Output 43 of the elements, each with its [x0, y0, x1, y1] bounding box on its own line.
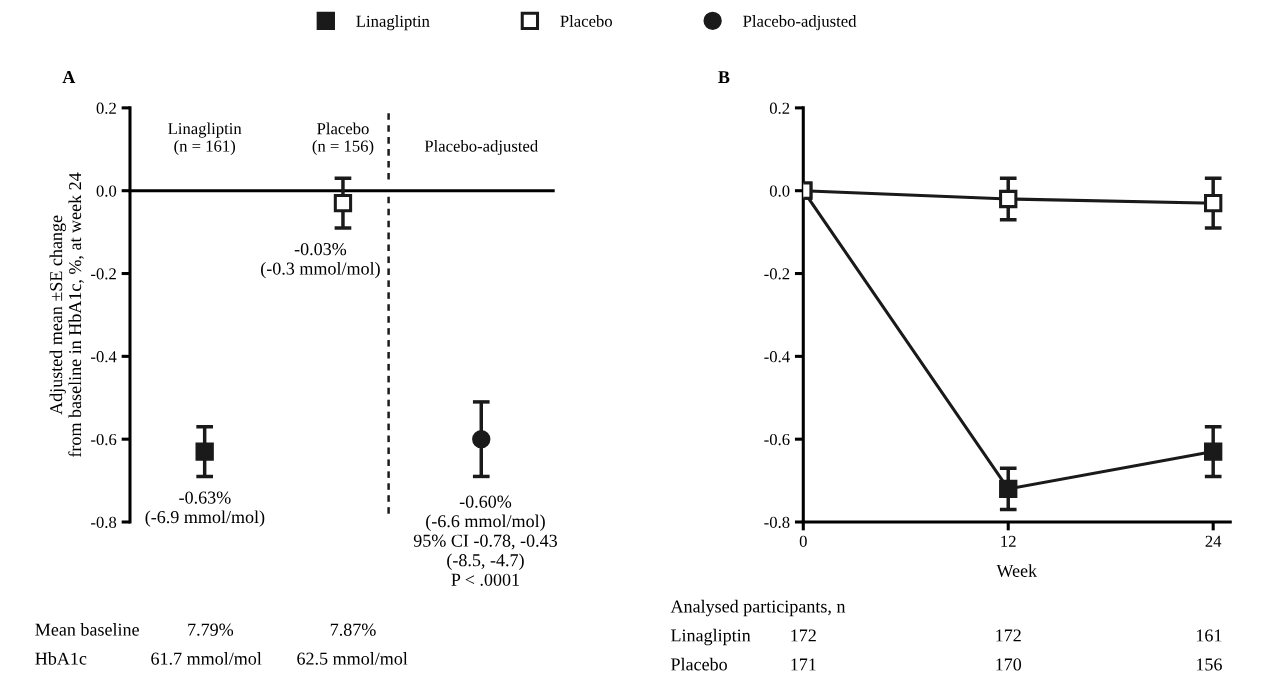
- text: Placebo: [671, 657, 727, 671]
- y-tick-label: -0.4: [764, 351, 790, 363]
- text: 62.5 mmol/mol: [297, 652, 408, 665]
- text: 7.87%: [330, 623, 376, 636]
- text: 61.7 mmol/mol: [151, 652, 262, 665]
- y-tick-label: 0.2: [96, 102, 116, 114]
- x-tick-label: Placebo (n = 156): [312, 122, 374, 156]
- y-tick-label: 0.0: [769, 185, 790, 197]
- y-tick-label: -0.4: [91, 351, 117, 363]
- x-axis-title: Week: [996, 564, 1038, 577]
- text: 172: [996, 629, 1021, 642]
- legend-label: Placebo-adjusted: [743, 15, 857, 31]
- y-tick-label: -0.2: [91, 268, 116, 280]
- y-tick-label: 0.0: [96, 185, 117, 197]
- x-tick-label: Placebo-adjusted: [424, 139, 538, 156]
- text: Analysed participants, n: [670, 599, 846, 617]
- x-tick-label: 0: [799, 535, 807, 547]
- y-tick-label: -0.2: [764, 268, 790, 280]
- annotation: -0.03% (-0.3 mmol/mol): [261, 242, 380, 279]
- text: 156: [1196, 658, 1222, 671]
- x-tick-label: Linagliptin (n = 161): [168, 122, 242, 156]
- text: HbA1c: [35, 652, 87, 665]
- y-tick-label: -0.6: [764, 433, 790, 446]
- x-tick-label: 12: [1001, 535, 1016, 547]
- text: 171: [791, 658, 816, 671]
- text: 161: [1196, 629, 1222, 642]
- y-tick-label: -0.6: [91, 433, 117, 446]
- annotation: -0.60% (-6.6 mmol/mol) 95% CI -0.78, -0.43 (-8.5, -4.7) P < .0001: [413, 495, 557, 586]
- text: Linagliptin: [671, 628, 751, 646]
- legend-label: Placebo: [560, 15, 612, 27]
- legend-label: Linagliptin: [356, 15, 430, 31]
- annotation: -0.63% (-6.9 mmol/mol): [145, 491, 265, 527]
- text: 170: [996, 658, 1022, 671]
- chart-title: B: [718, 71, 730, 84]
- chart-title: A: [62, 71, 76, 83]
- y-tick-label: -0.8: [91, 516, 117, 529]
- text: 7.79%: [188, 623, 234, 636]
- y-tick-label: 0.2: [769, 102, 790, 114]
- y-tick-label: -0.8: [764, 516, 790, 529]
- y-axis-title: Adjusted mean ±SE change from baseline in HbA1c, %, at week 24: [49, 172, 84, 458]
- x-tick-label: 24: [1205, 535, 1222, 547]
- text: Mean baseline: [35, 623, 139, 636]
- text: 172: [791, 629, 816, 642]
